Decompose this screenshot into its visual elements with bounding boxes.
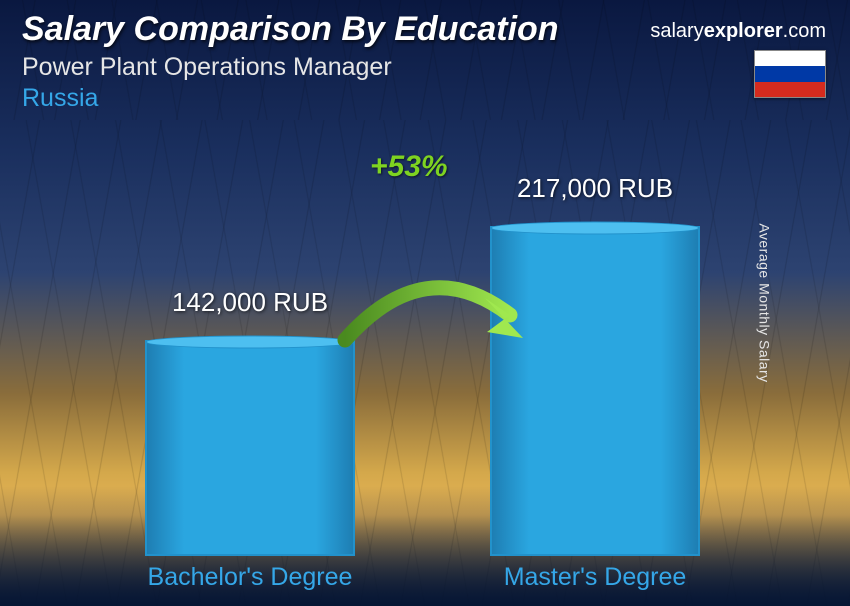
flag-stripe-2 [755,82,825,97]
bar-value-1: 217,000 RUB [465,173,725,204]
bar-body-0 [145,340,355,556]
brand-suffix: .com [783,20,826,42]
brand-prefix: salary [650,20,703,42]
job-title: Power Plant Operations Manager [22,53,828,82]
bar-top-1 [490,222,700,235]
bar-category-0: Bachelor's Degree [120,563,380,592]
chart-area: 142,000 RUBBachelor's Degree217,000 RUBM… [0,140,850,596]
flag-stripe-0 [755,51,825,66]
bar-category-1: Master's Degree [465,563,725,592]
brand-bold: explorer [704,20,783,42]
brand-logo: salaryexplorer.com [650,20,826,43]
bar-0 [145,340,355,556]
flag-icon [754,50,826,98]
delta-label: +53% [370,150,448,184]
flag-stripe-1 [755,66,825,81]
country-name: Russia [22,84,828,113]
increase-arrow-icon [315,260,545,370]
